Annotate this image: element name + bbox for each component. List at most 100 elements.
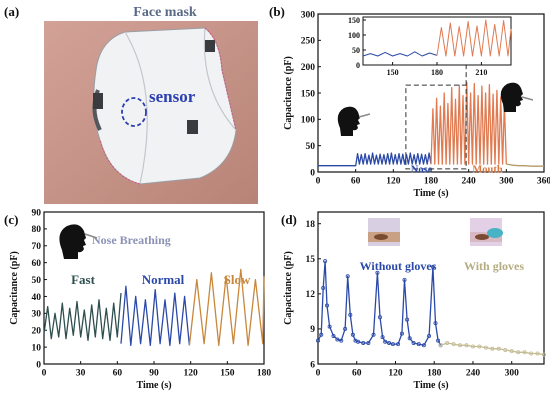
panel-a: sensor Face mask (a) (4, 4, 258, 204)
d-series-point (348, 312, 353, 317)
d-series-point (375, 270, 380, 275)
d-series-point (416, 342, 421, 347)
panel-d: (d) 0 60 120 180 240 300 6 9 12 15 18 Time (s) Capac… (281, 211, 547, 391)
d-series-point (380, 335, 385, 340)
c-series-line-0 (43, 293, 122, 342)
d-x-tick-label: 240 (466, 369, 481, 379)
d-series-point (396, 342, 401, 347)
d-y-tick-label: 9 (310, 325, 315, 335)
d-annotation-without-gloves: Without gloves (360, 259, 437, 273)
d-series-point (407, 336, 412, 341)
d-series-point (387, 340, 392, 345)
d-series-point (483, 345, 488, 350)
d-series-point (445, 340, 450, 345)
b-y-tick-label: 150 (301, 89, 316, 99)
d-series-point (339, 338, 344, 343)
b-inset-y-tick-label: 100 (348, 31, 360, 40)
b-x-tick-label: 240 (462, 177, 477, 187)
d-series-point (356, 339, 361, 344)
d-series-point (477, 344, 482, 349)
c-y-tick-label: 30 (32, 310, 42, 320)
panel-b: (b) 0 60 120 180 240 300 360 0 50 100 150 200 250 300… (269, 4, 550, 199)
d-series-point (438, 343, 443, 348)
panel-label-d: (d) (281, 212, 297, 227)
c-annotation-fast: Fast (71, 272, 96, 287)
d-series-point (464, 343, 469, 348)
d-x-axis-title: Time (s) (413, 380, 448, 391)
panel-label-c: (c) (4, 212, 18, 227)
d-x-tick-label: 120 (388, 369, 403, 379)
d-series-point (383, 339, 388, 344)
panel-c: (c) 0 30 60 90 120 150 1800102030405060708090T… (4, 208, 271, 391)
b-x-tick-label: 120 (386, 177, 401, 187)
c-annotation-normal: Normal (142, 272, 185, 287)
c-y-tick-label: 0 (36, 360, 41, 370)
b-series-line-1 (430, 81, 507, 165)
b-inset-x-tick-label: 180 (431, 68, 443, 77)
d-series-point (377, 315, 382, 320)
photo-title: Face mask (133, 5, 197, 20)
b-y-tick-label: 50 (306, 142, 316, 152)
b-inset-x-tick-label: 150 (387, 68, 399, 77)
d-series-point (427, 333, 432, 338)
b-inset-y-tick-label: 150 (348, 16, 360, 25)
d-series-point (361, 340, 366, 345)
c-y-tick-label: 70 (32, 242, 42, 252)
face-mask-shape (93, 27, 237, 185)
b-inset-y-tick-label: 50 (352, 46, 360, 55)
d-series-point (335, 337, 340, 342)
d-series-point (470, 344, 475, 349)
d-x-tick-label: 180 (427, 369, 442, 379)
d-y-tick-label: 18 (306, 220, 316, 230)
d-series-point (331, 333, 336, 338)
c-series-line-1 (120, 285, 191, 347)
d-series-point (405, 317, 410, 322)
b-x-tick-label: 180 (424, 177, 439, 187)
c-series-line-2 (188, 268, 265, 347)
d-series-point (350, 332, 355, 337)
d-annotation-with-gloves: With gloves (464, 259, 524, 273)
b-y-tick-label: 250 (301, 37, 316, 47)
d-y-axis-title: Capacitance (pF) (283, 251, 294, 325)
b-y-axis-title: Capacitance (pF) (283, 56, 294, 130)
c-annotation-slow: Slow (224, 272, 251, 287)
b-x-tick-label: 360 (537, 177, 550, 187)
b-y-tick-label: 200 (301, 63, 316, 73)
d-series-point (390, 342, 395, 347)
d-series-point (529, 351, 534, 356)
d-x-tick-label: 0 (316, 369, 321, 379)
c-x-tick-label: 120 (184, 369, 199, 379)
c-x-axis-title: Time (s) (136, 380, 171, 391)
d-y-tick-label: 15 (306, 255, 316, 265)
b-y-tick-label: 300 (301, 10, 316, 20)
d-series-line-0 (317, 260, 442, 346)
d-series-point (319, 332, 324, 337)
d-series-point (345, 274, 350, 279)
d-series-point (421, 343, 426, 348)
b-y-tick-label: 0 (310, 168, 315, 178)
c-y-tick-label: 80 (32, 225, 42, 235)
photo-sensor-label: sensor (149, 87, 196, 106)
b-series-line-2 (506, 163, 544, 167)
c-y-axis-title: Capacitance (pF) (9, 251, 20, 325)
d-series-point (371, 332, 376, 337)
panel-label-b: (b) (269, 4, 285, 19)
d-series-point (490, 346, 495, 351)
b-inset-x-tick-label: 210 (475, 68, 487, 77)
d-series-point (321, 285, 326, 290)
head-silhouette-nose-icon (337, 106, 360, 136)
c-x-tick-label: 90 (149, 369, 159, 379)
d-series-point (542, 352, 547, 357)
d-series-point (323, 259, 328, 264)
b-x-axis-title: Time (s) (413, 188, 448, 199)
c-x-tick-label: 30 (76, 369, 86, 379)
c-x-tick-label: 0 (42, 369, 47, 379)
d-y-tick-label: 12 (306, 290, 316, 300)
head-silhouette-icon (59, 224, 86, 259)
d-series-point (451, 342, 456, 347)
c-y-tick-label: 20 (32, 327, 42, 337)
d-series-point (436, 338, 441, 343)
c-y-tick-label: 60 (32, 259, 42, 269)
d-series-point (366, 340, 371, 345)
d-series-point (327, 324, 332, 329)
